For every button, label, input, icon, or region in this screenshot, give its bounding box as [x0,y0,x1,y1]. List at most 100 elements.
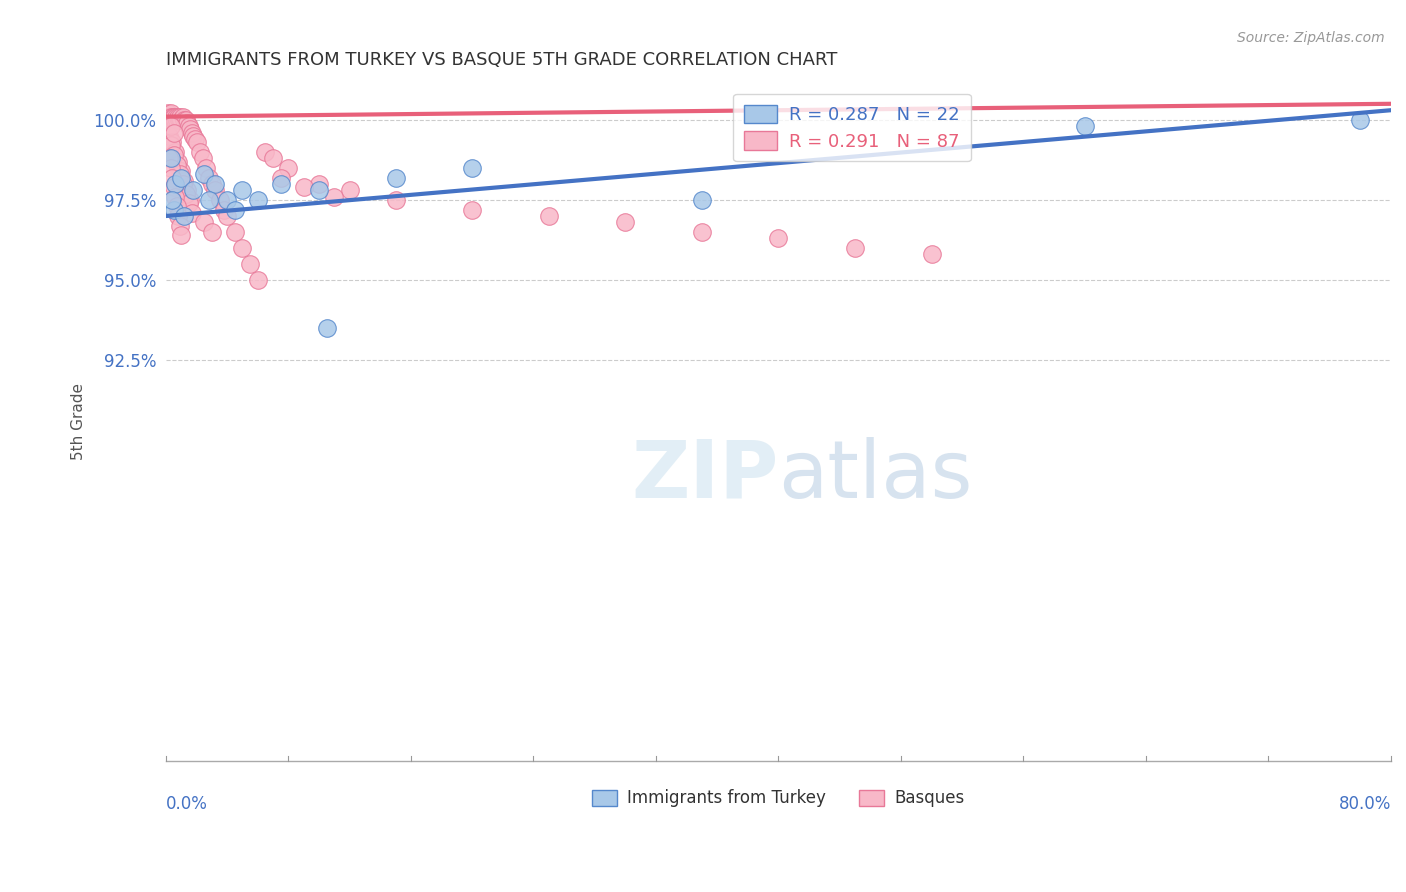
Point [270,170,292,185]
Point [165,190,187,204]
Text: ZIP: ZIP [631,436,779,515]
Point [768,231,790,245]
Point [157,110,180,124]
Point [170,170,193,185]
Legend: Immigrants from Turkey, Basques: Immigrants from Turkey, Basques [585,782,972,814]
Point [844,241,866,255]
Point [194,161,217,175]
Point [170,164,193,178]
Point [308,183,330,197]
Point [167,112,190,127]
Point [231,183,253,197]
Point [162,112,184,127]
Point [176,183,198,197]
Point [224,202,246,217]
Point [162,180,184,194]
Point [172,110,194,124]
Point [176,116,198,130]
Point [690,193,713,207]
Point [254,145,277,159]
Point [170,228,193,243]
Point [461,161,484,175]
Point [173,112,195,127]
Point [461,202,484,217]
Point [224,225,246,239]
Point [384,193,406,207]
Point [160,193,183,207]
Point [174,186,197,201]
Point [173,209,195,223]
Point [162,202,184,217]
Text: atlas: atlas [779,436,973,515]
Point [173,174,195,188]
Point [166,112,188,127]
Point [167,154,190,169]
Point [201,177,224,191]
Point [162,110,184,124]
Point [197,170,219,185]
Point [169,167,191,181]
Point [208,193,231,207]
Point [537,209,560,223]
Point [159,106,181,120]
Point [270,177,292,191]
Point [181,206,204,220]
Text: IMMIGRANTS FROM TURKEY VS BASQUE 5TH GRADE CORRELATION CHART: IMMIGRANTS FROM TURKEY VS BASQUE 5TH GRA… [166,51,838,69]
Point [179,122,201,136]
Point [177,196,200,211]
Point [239,257,262,271]
Point [181,126,204,140]
Point [159,151,181,165]
Point [262,151,284,165]
Point [184,132,207,146]
Point [166,199,188,213]
Point [277,161,299,175]
Point [217,209,239,223]
Text: 0.0%: 0.0% [166,795,208,814]
Point [191,151,214,165]
Point [308,177,330,191]
Point [177,120,200,134]
Point [323,190,346,204]
Point [166,158,188,172]
Point [292,180,315,194]
Point [614,215,637,229]
Point [169,110,191,124]
Point [160,135,183,149]
Point [160,110,183,124]
Point [204,177,226,191]
Point [1350,112,1372,127]
Point [160,120,183,134]
Y-axis label: 5th Grade: 5th Grade [72,383,86,459]
Point [160,112,183,127]
Point [921,247,943,261]
Point [163,110,186,124]
Point [197,193,219,207]
Point [246,273,269,287]
Point [157,128,180,143]
Point [167,110,190,124]
Point [193,167,215,181]
Point [172,177,194,191]
Point [339,183,361,197]
Point [160,170,183,185]
Point [231,241,253,255]
Point [212,202,235,217]
Point [217,193,239,207]
Point [179,193,201,207]
Point [165,110,187,124]
Point [165,177,187,191]
Point [156,110,179,124]
Point [315,321,337,335]
Text: Source: ZipAtlas.com: Source: ZipAtlas.com [1237,31,1385,45]
Point [163,126,186,140]
Point [165,112,187,127]
Text: 80.0%: 80.0% [1339,795,1391,814]
Point [165,145,187,159]
Point [159,112,181,127]
Point [384,170,406,185]
Point [690,225,713,239]
Point [204,183,226,197]
Point [167,209,190,223]
Point [157,106,180,120]
